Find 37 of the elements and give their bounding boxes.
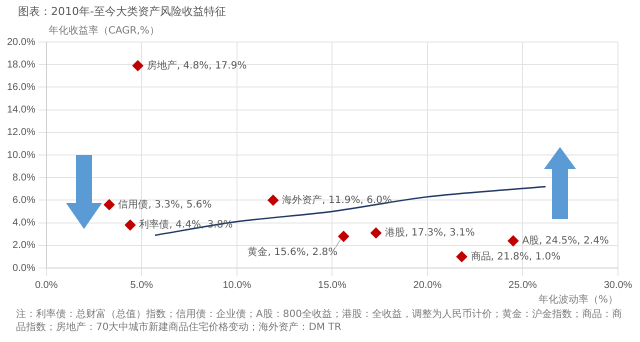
y-tick-label: 4.0% (12, 218, 36, 229)
point (104, 199, 115, 210)
y-tick-label: 16.0% (6, 82, 36, 93)
point (268, 194, 279, 206)
y-tick-label: 6.0% (12, 194, 36, 206)
point (508, 235, 519, 246)
data-label: A股, 24.5%, 2.4% (522, 235, 609, 246)
y-tick-label: 14.0% (6, 104, 36, 116)
data-label: 港股, 17.3%, 3.1% (385, 226, 475, 239)
y-tick-label: 20.0% (6, 36, 36, 48)
point (456, 251, 468, 262)
chart-title: 图表：2010年-至今大类资产风险收益特征 (18, 4, 226, 19)
point (338, 230, 350, 242)
x-tick-label: 10.0% (222, 280, 252, 291)
x-tick-label: 0.0% (34, 280, 58, 291)
data-label: 海外资产, 11.9%, 6.0% (282, 194, 392, 206)
y-tick-label: 8.0% (12, 172, 36, 184)
x-tick-label: 15.0% (318, 280, 346, 291)
x-tick-label: 25.0% (508, 280, 538, 291)
x-tick-label: 5.0% (130, 280, 154, 291)
point (124, 220, 136, 231)
y-axis-title: 年化收益率（CAGR,%） (48, 24, 160, 37)
data-label: 黄金, 15.6%, 2.8% (248, 246, 338, 258)
x-axis-title: 年化波动率（%） (538, 294, 618, 306)
point (370, 227, 382, 238)
data-label: 信用债, 3.3%, 5.6% (118, 198, 212, 210)
x-tick-label: 30.0% (604, 280, 632, 291)
data-label: 房地产, 4.8%, 17.9% (146, 59, 247, 72)
y-tick-label: 0.0% (12, 262, 36, 274)
text: 注：利率债：总财富（总值）指数；信用债：企业债；A股：800全收益；港股：全收益，调整为人民币计价；黄金：沪金指数；商品：商品指数；房地产：70大中城市新建商品住宅价格变动；海外资产：DM TR (16, 308, 623, 334)
y-tick-label: 12.0% (6, 127, 36, 138)
data-label: 商品, 21.8%, 1.0% (470, 250, 561, 262)
x-tick-label: 20.0% (413, 280, 442, 291)
y-tick-label: 2.0% (12, 240, 36, 252)
y-tick-label: 18.0% (6, 59, 36, 70)
y-tick-label: 10.0% (6, 150, 36, 161)
point (132, 60, 144, 72)
